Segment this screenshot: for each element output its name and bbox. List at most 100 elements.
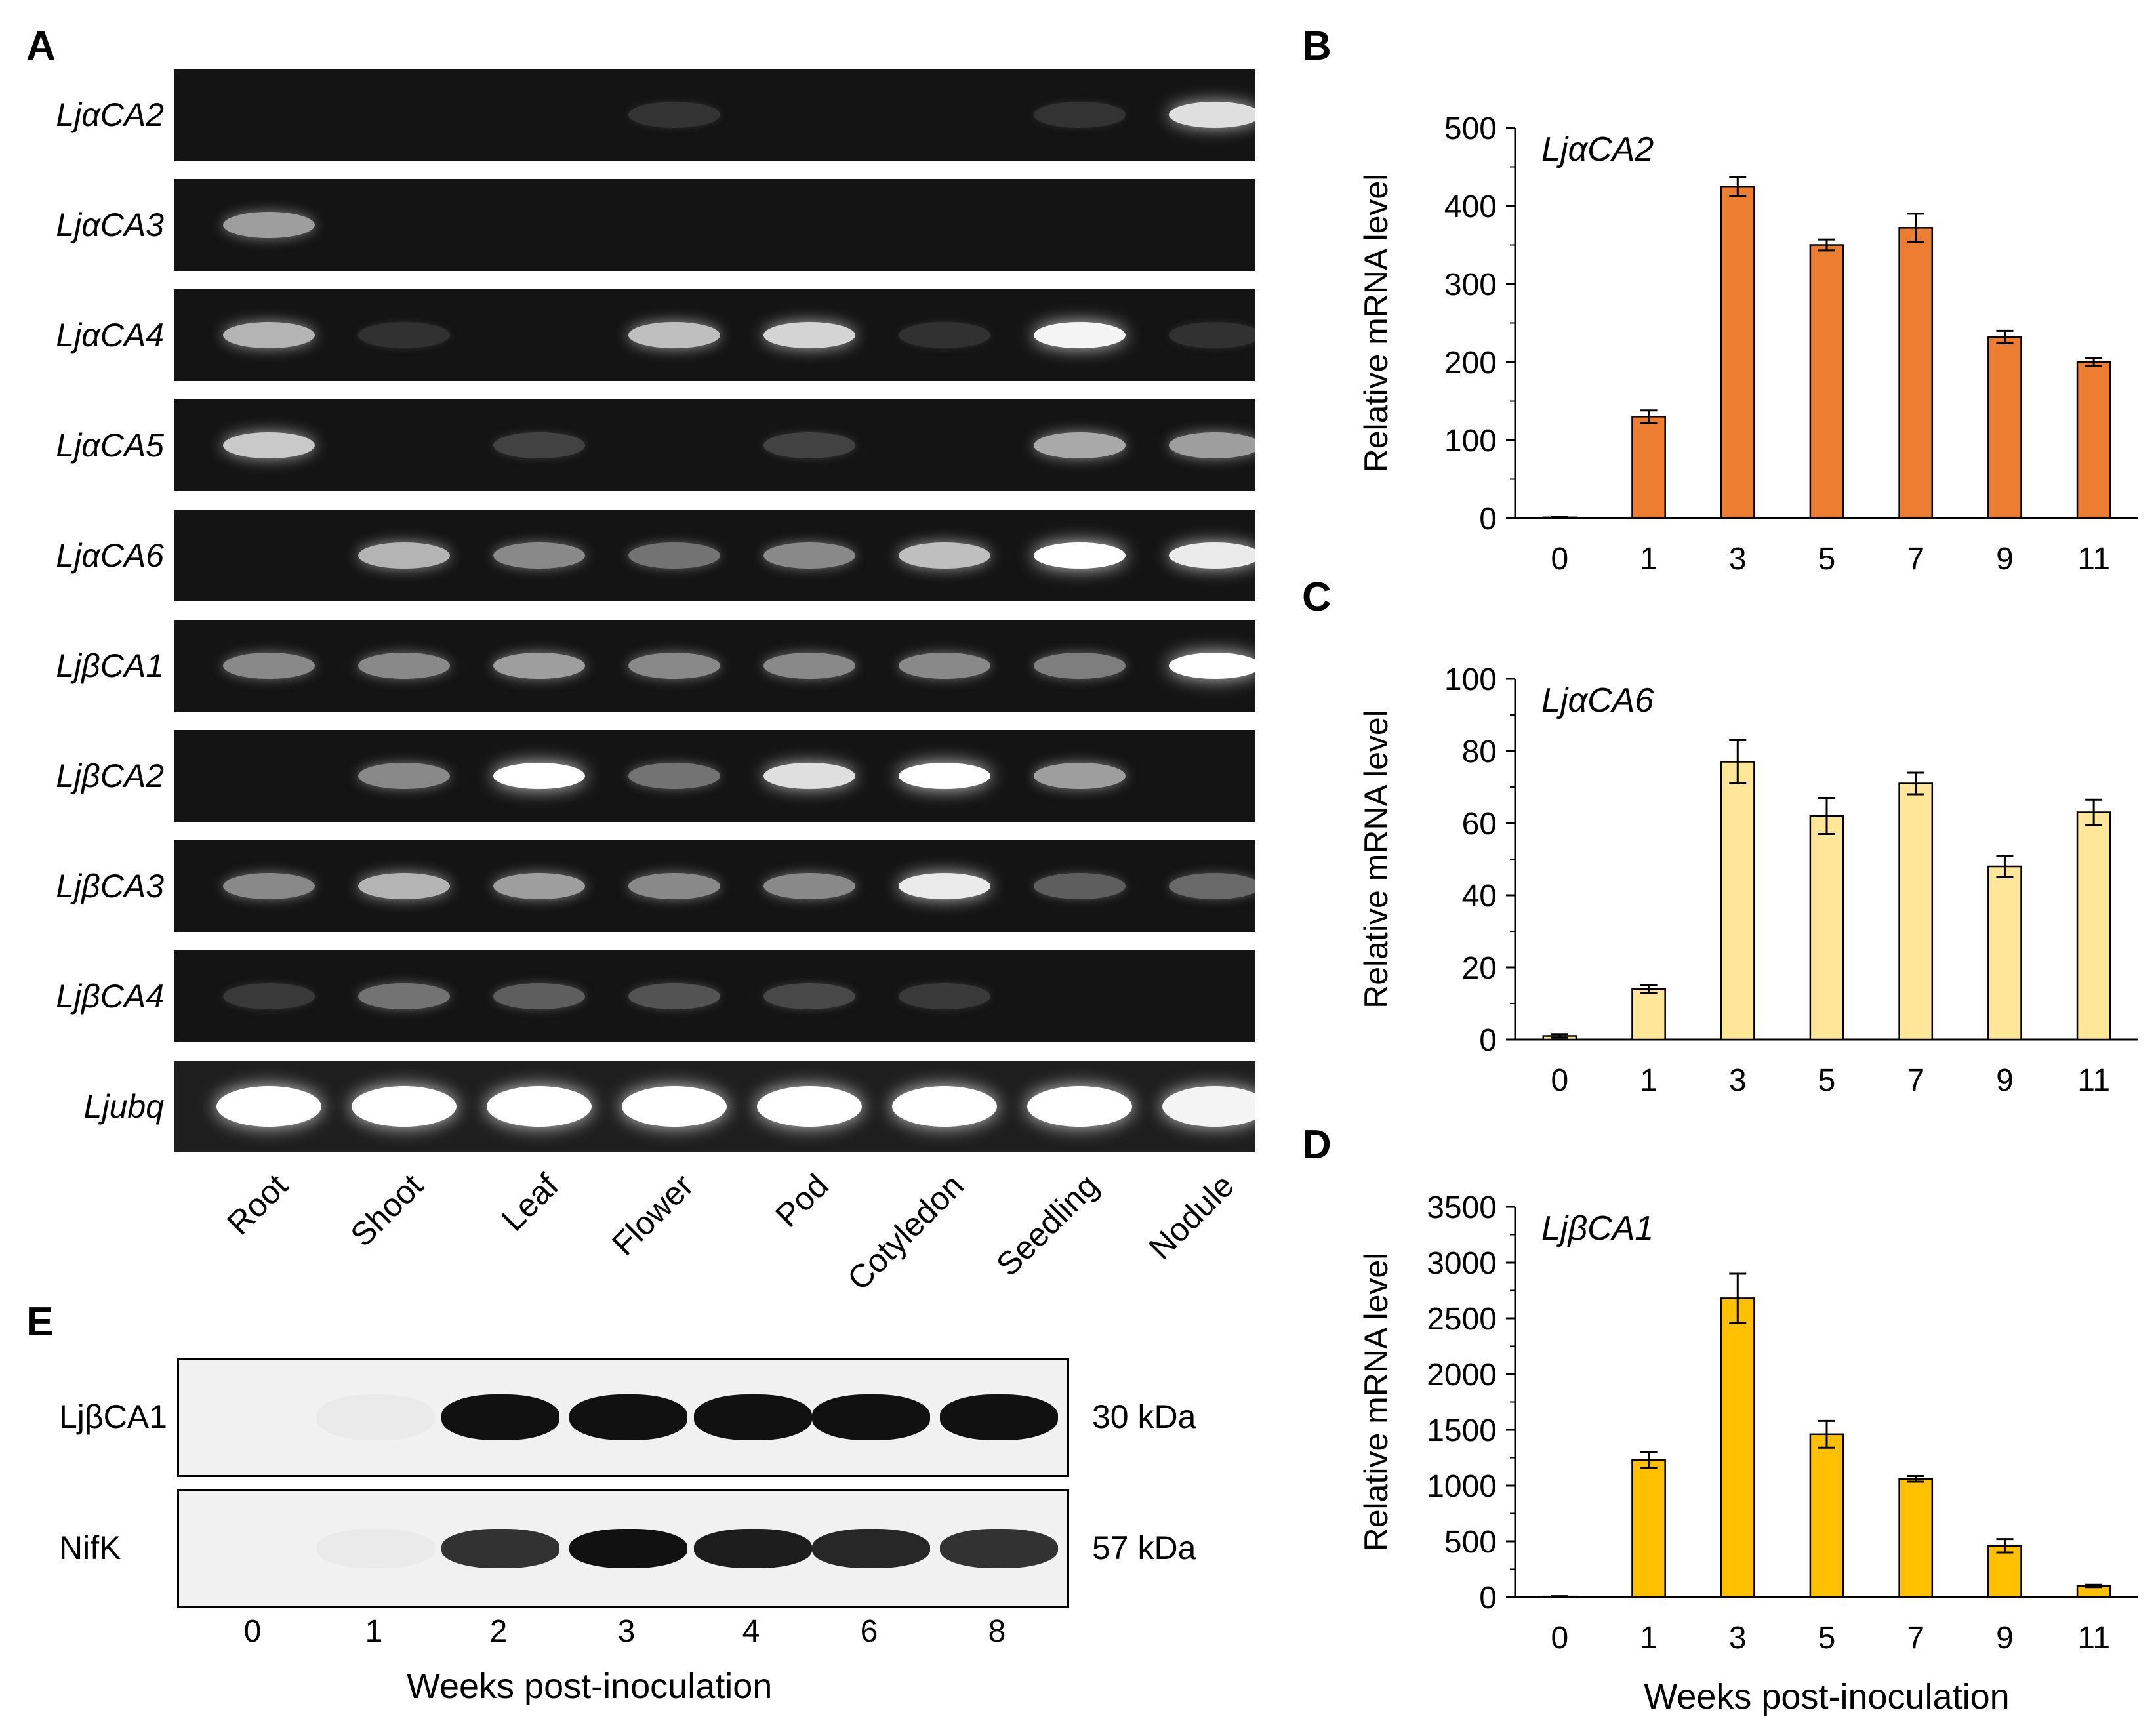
- y-axis-label: Relative mRNA level: [1358, 1253, 1394, 1552]
- y-tick-label: 0: [1479, 1581, 1497, 1615]
- gel-band: [1034, 322, 1126, 348]
- bar: [1631, 416, 1666, 519]
- western-band: [441, 1394, 559, 1440]
- gel-band: [1169, 653, 1255, 679]
- western-protein-label: LjβCA1: [59, 1398, 167, 1435]
- gel-band: [763, 983, 855, 1009]
- bar: [1631, 988, 1666, 1041]
- bar: [1809, 244, 1844, 519]
- gel-gene-label: LjαCA3: [56, 207, 164, 243]
- x-tick-label: 3: [1729, 1621, 1747, 1655]
- y-tick-label: 500: [1444, 1525, 1497, 1560]
- x-tick-label: 9: [1996, 1063, 2014, 1098]
- gel-gene-label: LjαCA5: [56, 427, 164, 464]
- western-band: [694, 1529, 812, 1568]
- gel-band: [1169, 432, 1255, 458]
- western-band: [569, 1529, 687, 1568]
- western-band: [569, 1394, 687, 1440]
- western-blot-xlabel: Weeks post-inoculation: [407, 1667, 773, 1706]
- gel-lane-row: [174, 289, 1255, 381]
- bar: [1898, 227, 1934, 519]
- gel-band: [1027, 1086, 1132, 1127]
- gel-band: [358, 983, 450, 1009]
- y-tick-label: 1000: [1427, 1469, 1497, 1504]
- western-band: [940, 1394, 1058, 1440]
- bar: [2076, 361, 2111, 519]
- y-tick-label: 100: [1444, 662, 1497, 697]
- gel-band: [223, 212, 315, 238]
- gel-band: [493, 873, 585, 899]
- gel-gene-label: LjαCA6: [56, 537, 164, 574]
- gel-lane-row: [174, 1061, 1255, 1152]
- western-blot-strip: [177, 1358, 1069, 1477]
- gel-band: [1169, 322, 1255, 348]
- y-axis-label: Relative mRNA level: [1358, 710, 1394, 1009]
- gel-band: [493, 432, 585, 458]
- western-band: [940, 1529, 1058, 1568]
- gel-band: [622, 1086, 727, 1127]
- gel-band: [628, 653, 720, 679]
- x-tick-label: 11: [2077, 1621, 2110, 1655]
- bar: [1720, 1297, 1755, 1598]
- y-tick-label: 2500: [1427, 1302, 1497, 1337]
- gel-lane-row: [174, 840, 1255, 932]
- x-tick-label: 9: [1996, 542, 2014, 577]
- x-tick-label: 11: [2077, 542, 2110, 577]
- gel-lane-row: [174, 730, 1255, 822]
- gel-band: [628, 763, 720, 789]
- gel-band: [223, 653, 315, 679]
- gel-band: [763, 542, 855, 569]
- x-tick-label: 5: [1818, 1063, 1836, 1098]
- gel-band: [763, 763, 855, 789]
- western-lane-label: 4: [742, 1614, 760, 1649]
- gel-band: [628, 102, 720, 128]
- y-tick-label: 60: [1462, 807, 1497, 841]
- x-tick-label: 5: [1818, 1621, 1836, 1655]
- gel-gene-label: Ljubq: [83, 1088, 164, 1125]
- gel-gene-label: LjαCA4: [56, 317, 164, 354]
- western-band: [812, 1529, 930, 1568]
- gel-band: [763, 432, 855, 458]
- bar: [1809, 815, 1844, 1041]
- western-lane-label: 1: [365, 1614, 383, 1649]
- gel-band: [216, 1086, 321, 1127]
- gel-band: [493, 542, 585, 569]
- gel-band: [1034, 102, 1126, 128]
- x-tick-label: 1: [1640, 542, 1658, 577]
- gel-band: [358, 653, 450, 679]
- gel-band: [358, 542, 450, 569]
- bar: [1987, 1545, 2022, 1598]
- gel-lane-row: [174, 179, 1255, 271]
- bar: [1987, 336, 2022, 519]
- gel-band: [1169, 102, 1255, 128]
- gel-band: [763, 322, 855, 348]
- gel-band: [1034, 432, 1126, 458]
- bar: [1898, 1478, 1934, 1598]
- y-tick-label: 20: [1462, 951, 1497, 986]
- y-tick-label: 400: [1444, 190, 1497, 224]
- x-tick-label: 1: [1640, 1621, 1658, 1655]
- bar: [1987, 865, 2022, 1041]
- x-tick-label: 3: [1729, 542, 1747, 577]
- x-tick-label: 0: [1551, 1621, 1569, 1655]
- western-lane-label: 2: [489, 1614, 508, 1649]
- western-lane-label: 8: [988, 1614, 1006, 1649]
- y-tick-label: 1500: [1427, 1413, 1497, 1448]
- y-tick-label: 500: [1444, 111, 1497, 146]
- bar: [1631, 1459, 1666, 1598]
- gel-band: [1034, 653, 1126, 679]
- bar: [1720, 761, 1755, 1041]
- x-tick-label: 0: [1551, 1063, 1569, 1098]
- panel-label-d: D: [1302, 1122, 1332, 1167]
- gel-band: [899, 322, 990, 348]
- gel-band: [628, 873, 720, 899]
- western-lane-label: 0: [243, 1614, 262, 1649]
- x-tick-label: 0: [1551, 542, 1569, 577]
- gel-lane-row: [174, 399, 1255, 491]
- panel-label-b: B: [1302, 24, 1332, 69]
- western-size-label: 57 kDa: [1092, 1530, 1196, 1566]
- gel-band: [899, 983, 990, 1009]
- gel-band: [763, 873, 855, 899]
- gel-band: [493, 763, 585, 789]
- western-size-label: 30 kDa: [1092, 1398, 1196, 1435]
